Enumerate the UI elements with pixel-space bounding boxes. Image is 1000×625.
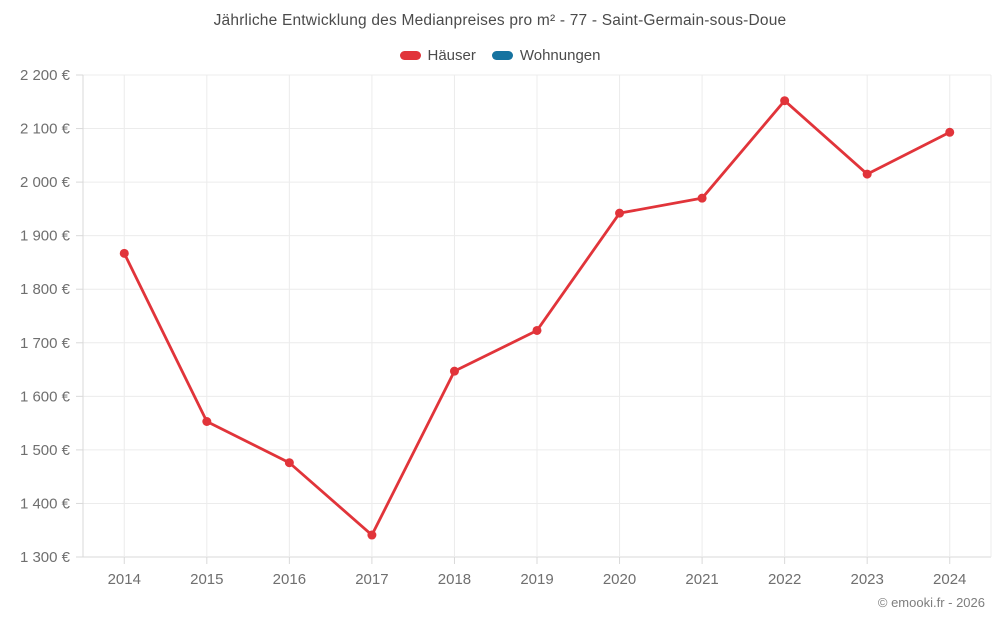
data-point-2016[interactable] bbox=[284, 458, 294, 468]
y-tick-label: 1 300 € bbox=[20, 549, 71, 566]
y-tick-label: 1 400 € bbox=[20, 495, 71, 512]
x-tick-label: 2024 bbox=[933, 571, 966, 588]
data-point-2022[interactable] bbox=[780, 96, 790, 106]
y-tick-label: 1 600 € bbox=[20, 388, 71, 405]
legend-label-wohnungen: Wohnungen bbox=[519, 47, 601, 64]
x-tick-label: 2021 bbox=[685, 571, 718, 588]
x-tick-label: 2022 bbox=[768, 571, 801, 588]
data-point-2023[interactable] bbox=[862, 169, 872, 179]
copyright-text: © emooki.fr - 2026 bbox=[877, 595, 985, 610]
data-point-2024[interactable] bbox=[945, 127, 955, 137]
y-tick-label: 1 700 € bbox=[20, 335, 71, 352]
x-tick-label: 2019 bbox=[520, 571, 553, 588]
x-tick-label: 2015 bbox=[190, 571, 223, 588]
data-point-2020[interactable] bbox=[615, 208, 625, 218]
data-point-2015[interactable] bbox=[202, 417, 212, 427]
y-tick-label: 2 100 € bbox=[20, 121, 71, 138]
y-tick-label: 1 900 € bbox=[20, 228, 71, 245]
legend-label-haeuser: Häuser bbox=[427, 47, 476, 64]
chart-legend: Häuser Wohnungen bbox=[0, 47, 1000, 64]
y-tick-label: 1 800 € bbox=[20, 281, 71, 298]
y-tick-label: 2 000 € bbox=[20, 174, 71, 191]
data-point-2017[interactable] bbox=[367, 530, 377, 540]
legend-swatch-wohnungen-icon bbox=[491, 51, 513, 60]
chart-title: Jährliche Entwicklung des Medianpreises … bbox=[213, 12, 787, 29]
data-point-2014[interactable] bbox=[119, 248, 129, 258]
data-point-2021[interactable] bbox=[697, 193, 707, 203]
legend-item-haeuser[interactable]: Häuser bbox=[399, 47, 476, 64]
data-point-2019[interactable] bbox=[532, 325, 542, 335]
y-tick-label: 1 500 € bbox=[20, 442, 71, 459]
x-tick-label: 2017 bbox=[355, 571, 388, 588]
x-tick-label: 2020 bbox=[603, 571, 636, 588]
x-tick-label: 2014 bbox=[108, 571, 141, 588]
legend-swatch-haeuser-icon bbox=[399, 51, 421, 60]
y-tick-label: 2 200 € bbox=[20, 67, 71, 84]
x-tick-label: 2016 bbox=[273, 571, 306, 588]
data-point-2018[interactable] bbox=[449, 366, 459, 376]
x-tick-label: 2018 bbox=[438, 571, 471, 588]
x-tick-label: 2023 bbox=[850, 571, 883, 588]
legend-item-wohnungen[interactable]: Wohnungen bbox=[491, 47, 601, 64]
